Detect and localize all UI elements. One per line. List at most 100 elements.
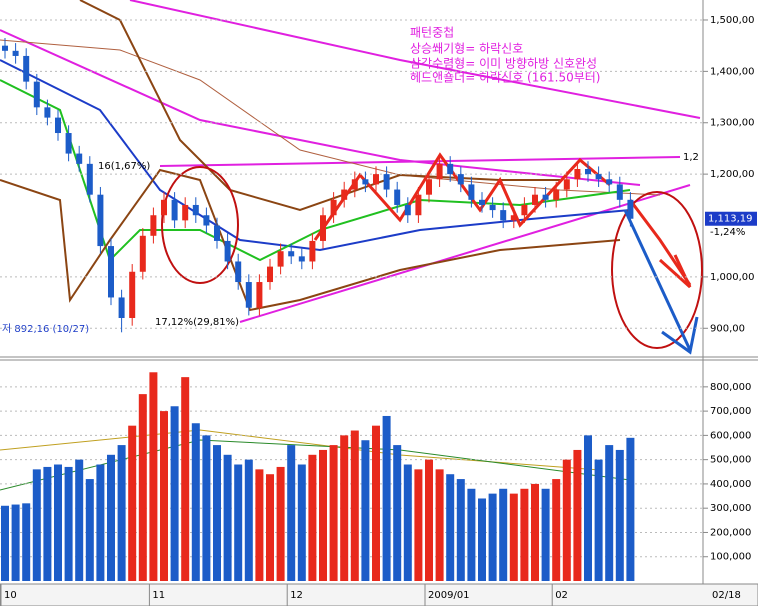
candle-body xyxy=(65,133,72,154)
candle-body xyxy=(12,50,19,56)
candle-body xyxy=(203,215,210,226)
volume-bar xyxy=(584,435,592,581)
bollinger-band xyxy=(0,168,621,312)
volume-bar xyxy=(552,479,561,581)
candle-body xyxy=(341,189,348,200)
y-tick-label: 200,000 xyxy=(710,527,751,538)
candle-body xyxy=(97,194,104,247)
volume-bar xyxy=(594,459,603,581)
volume-bar xyxy=(573,449,582,581)
volume-bar xyxy=(107,454,115,581)
line-label: 1,2 xyxy=(683,152,699,163)
candle-body xyxy=(627,199,634,219)
volume-bar xyxy=(626,437,635,581)
x-tick-label: 02/18 xyxy=(712,590,741,601)
trend-line xyxy=(239,184,691,323)
volume-bar xyxy=(615,449,624,581)
candle-body xyxy=(595,174,602,180)
volume-bar xyxy=(509,493,518,581)
volume-bar xyxy=(456,479,465,581)
candle-body xyxy=(23,55,30,82)
candle-body xyxy=(436,163,443,180)
arrow-head xyxy=(658,254,692,289)
volume-bar xyxy=(191,423,200,581)
y-tick-label: 1,300,00 xyxy=(710,118,755,129)
x-tick-label: 02 xyxy=(555,590,568,601)
volume-bar xyxy=(297,464,306,581)
candle-body xyxy=(309,240,316,262)
candle-body xyxy=(585,168,591,175)
volume-bar xyxy=(308,454,317,581)
volume-bar xyxy=(96,464,105,581)
candle-body xyxy=(320,215,326,241)
volume-bar xyxy=(202,435,211,581)
volume-bar xyxy=(319,449,327,581)
y-tick-label: 400,000 xyxy=(710,479,751,490)
candle-body xyxy=(245,282,252,308)
pattern-zigzag xyxy=(313,152,611,241)
y-tick-label: 700,000 xyxy=(710,406,751,417)
bollinger-band xyxy=(79,0,560,212)
volume-bar xyxy=(138,394,147,581)
change-label: -1,24% xyxy=(710,227,745,238)
candle-body xyxy=(468,184,475,200)
volume-bar xyxy=(266,474,274,581)
pct-label: 17,12%(29,81%) xyxy=(155,317,239,328)
candle-body xyxy=(606,179,613,185)
annotation: 상승쐐기형= 하락신호 xyxy=(410,42,523,56)
y-tick-label: 300,000 xyxy=(710,503,751,514)
volume-bar xyxy=(446,474,455,581)
candle-body xyxy=(76,153,83,164)
volume-bar xyxy=(361,440,370,581)
annotation: 헤드앤숄더= 하락신호 (161.50부터) xyxy=(410,71,600,85)
candle-body xyxy=(129,271,136,319)
volume-bar xyxy=(520,488,529,581)
y-tick-label: 1,200,00 xyxy=(710,169,755,180)
candle-body xyxy=(235,261,242,283)
highlight-ellipse xyxy=(611,191,703,349)
volume-bar xyxy=(43,466,52,581)
volume-bar xyxy=(287,445,296,581)
candle-body xyxy=(108,246,114,298)
candle-body xyxy=(404,204,411,216)
volume-bar xyxy=(149,372,158,581)
candle-body xyxy=(574,168,581,180)
x-tick-label: 10 xyxy=(4,590,17,601)
y-tick-label: 100,000 xyxy=(710,552,751,563)
y-tick-label: 1,000,00 xyxy=(710,272,755,283)
volume-bar xyxy=(22,503,31,581)
volume-bar xyxy=(54,464,62,581)
candle-body xyxy=(362,179,369,185)
candle-body xyxy=(288,251,295,257)
x-tick-label: 12 xyxy=(290,590,303,601)
candle-body xyxy=(139,235,146,272)
trend-line xyxy=(0,29,641,186)
volume-bar xyxy=(435,469,444,581)
volume-bar xyxy=(85,479,94,581)
candle-body xyxy=(563,179,570,190)
volume-bar xyxy=(181,377,190,581)
volume-bar xyxy=(403,464,412,581)
volume-bar xyxy=(425,459,433,581)
candle-body xyxy=(394,189,401,205)
volume-bar xyxy=(478,498,486,581)
volume-bar xyxy=(488,493,497,581)
candle-body xyxy=(489,204,496,211)
y-tick-label: 800,000 xyxy=(710,382,751,393)
last-price-box xyxy=(705,211,757,226)
volume-bar xyxy=(467,488,476,581)
volume-bar xyxy=(244,459,253,581)
candle-body xyxy=(553,189,560,200)
volume-bar xyxy=(393,445,402,581)
volume-bar xyxy=(340,435,349,581)
candle-body xyxy=(532,194,538,205)
volume-bar xyxy=(75,459,84,581)
volume-bar xyxy=(11,504,20,581)
candle-body xyxy=(351,179,358,190)
last-price-label: 1,113,19 xyxy=(708,214,753,225)
annotation: 삼각수렴형= 이미 방향하방 신호완성 xyxy=(410,57,597,71)
candle-body xyxy=(2,45,8,51)
x-tick-label: 2009/01 xyxy=(428,590,470,601)
volume-bar xyxy=(1,505,9,581)
